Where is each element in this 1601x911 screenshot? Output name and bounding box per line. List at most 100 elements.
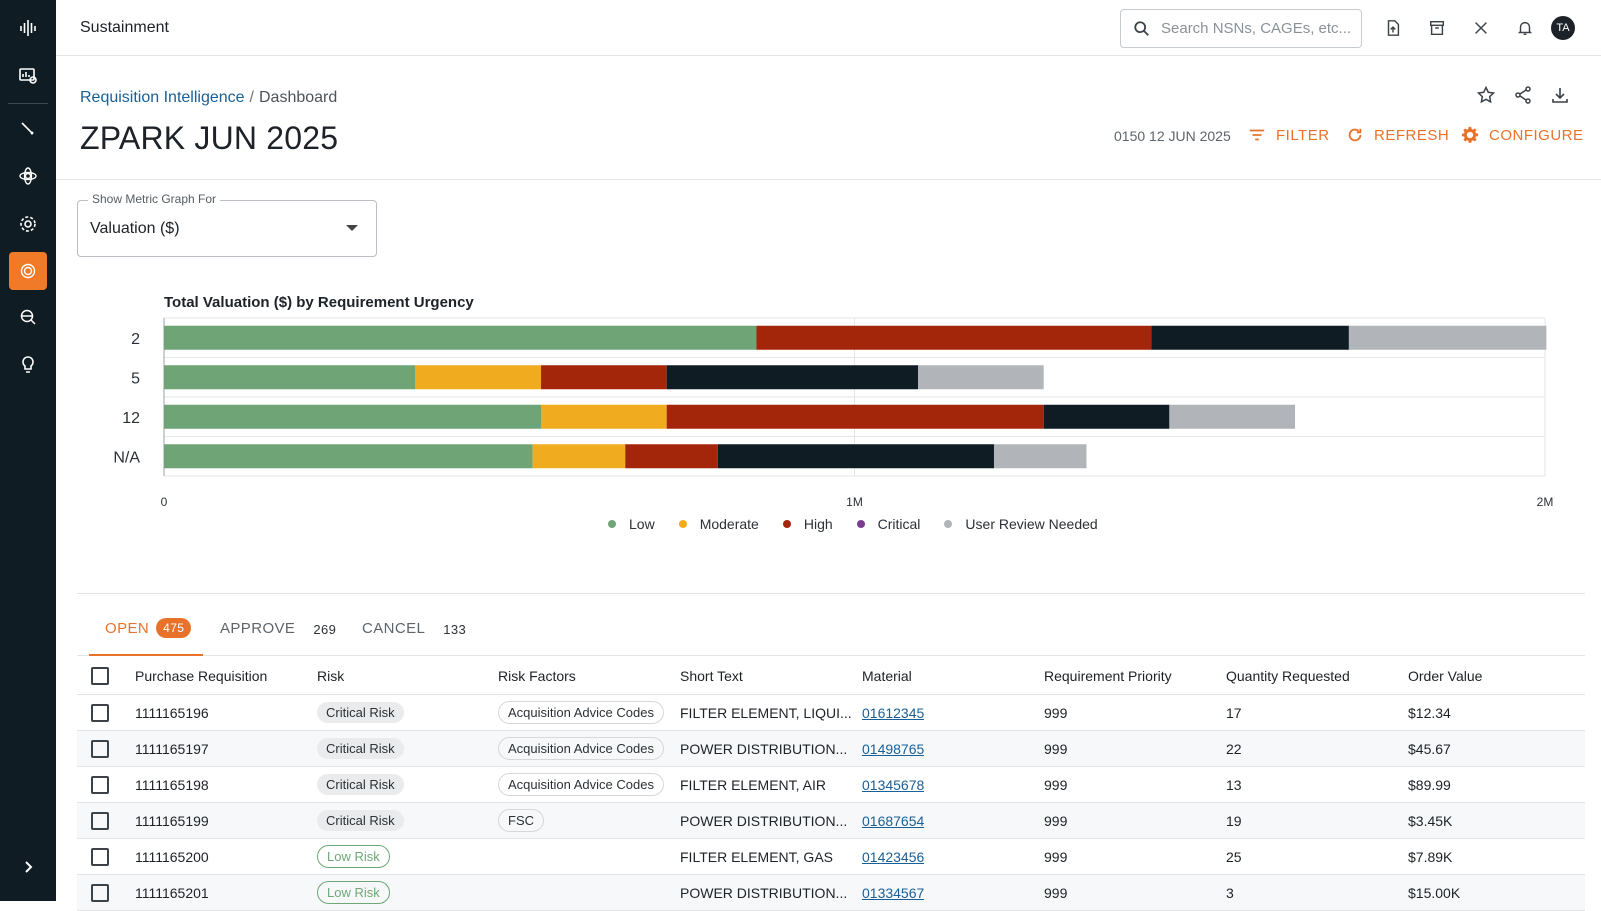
search-icon <box>1134 20 1149 36</box>
legend-item[interactable]: Low <box>608 516 655 532</box>
filter-button[interactable]: FILTER <box>1248 126 1330 144</box>
bar-segment[interactable] <box>164 365 416 390</box>
material-link[interactable]: 01334567 <box>862 884 925 901</box>
bar-segment[interactable] <box>756 325 1152 350</box>
legend-label: Critical <box>877 516 921 532</box>
bar-segment[interactable] <box>1169 404 1296 429</box>
metric-graph-select[interactable]: Show Metric Graph For Valuation ($) <box>77 192 377 257</box>
table-row[interactable]: 1111165199 Critical Risk FSC POWER DISTRIBU… <box>77 803 1585 839</box>
column-header-short-text[interactable]: Short Text <box>680 667 743 684</box>
table-row[interactable]: 1111165197 Critical Risk Acquisition Advic… <box>77 731 1585 767</box>
select-all-checkbox[interactable] <box>91 666 109 685</box>
chevron-right-icon[interactable] <box>9 848 47 886</box>
bar-segment[interactable] <box>541 404 667 429</box>
bar-segment[interactable] <box>541 365 667 390</box>
legend-item[interactable]: Critical <box>856 516 921 532</box>
material-link[interactable]: 01345678 <box>862 776 925 793</box>
tools-icon[interactable] <box>1470 17 1492 39</box>
bar-segment[interactable] <box>666 365 919 390</box>
bar-segment[interactable] <box>625 444 718 469</box>
refresh-button[interactable]: REFRESH <box>1346 126 1449 144</box>
bar-segment[interactable] <box>164 444 533 469</box>
bar-segment[interactable] <box>532 444 626 469</box>
bar-segment[interactable] <box>1151 325 1349 350</box>
table-row[interactable]: 1111165198 Critical Risk Acquisition Advic… <box>77 767 1585 803</box>
short-text-cell: POWER DISTRIBUTION... <box>680 812 848 829</box>
risk-badge: Critical Risk <box>317 774 404 795</box>
bar-segment[interactable] <box>717 444 994 469</box>
bar-segment[interactable] <box>415 365 542 390</box>
user-avatar[interactable]: TA <box>1551 16 1575 40</box>
table-row[interactable]: 1111165201 Low Risk POWER DISTRIBUTION... 0… <box>77 875 1585 911</box>
lightbulb-icon[interactable] <box>9 346 47 384</box>
material-link[interactable]: 01687654 <box>862 812 925 829</box>
short-text-cell: FILTER ELEMENT, GAS <box>680 848 833 865</box>
order-value-cell: $45.67 <box>1408 740 1451 757</box>
column-header-risk-factors[interactable]: Risk Factors <box>498 667 576 684</box>
breadcrumb-link-requisition-intelligence[interactable]: Requisition Intelligence <box>80 89 245 106</box>
row-checkbox[interactable] <box>91 739 109 758</box>
column-header-requirement-priority[interactable]: Requirement Priority <box>1044 667 1172 684</box>
legend-item[interactable]: User Review Needed <box>944 516 1098 532</box>
column-header-risk[interactable]: Risk <box>317 667 345 684</box>
gear-icon[interactable] <box>9 205 47 243</box>
material-link[interactable]: 01612345 <box>862 704 925 721</box>
share-icon[interactable] <box>1513 85 1533 105</box>
row-select-cell <box>91 875 109 910</box>
download-icon[interactable] <box>1550 85 1570 105</box>
bar-segment[interactable] <box>164 325 757 350</box>
archive-icon[interactable] <box>1426 17 1448 39</box>
column-header-purchase-requisition[interactable]: Purchase Requisition <box>135 667 268 684</box>
legend-item[interactable]: Moderate <box>678 516 759 532</box>
globe-search-icon[interactable] <box>9 299 47 337</box>
risk-factors-cell: Acquisition Advice Codes <box>498 767 664 802</box>
bar-segment[interactable] <box>1348 325 1547 350</box>
material-link[interactable]: 01498765 <box>862 740 925 757</box>
upload-file-icon[interactable] <box>1382 17 1404 39</box>
bar-segment[interactable] <box>993 444 1087 469</box>
sidebar-divider <box>8 103 48 104</box>
risk-cell: Low Risk <box>317 875 390 910</box>
table-row[interactable]: 1111165200 Low Risk FILTER ELEMENT, GAS 014… <box>77 839 1585 875</box>
row-checkbox[interactable] <box>91 703 109 722</box>
tab-approve[interactable]: APPROVE 269 <box>220 620 336 656</box>
network-icon[interactable] <box>9 157 47 195</box>
tab-open[interactable]: OPEN 475 <box>105 618 192 656</box>
row-select-cell <box>91 803 109 838</box>
row-checkbox[interactable] <box>91 811 109 830</box>
analytics-icon[interactable] <box>9 57 47 95</box>
row-checkbox[interactable] <box>91 775 109 794</box>
column-header-quantity-requested[interactable]: Quantity Requested <box>1226 667 1350 684</box>
requisition-icon[interactable] <box>9 252 47 290</box>
search-box[interactable] <box>1120 9 1362 48</box>
purchase-requisition-cell: 1111165200 <box>135 848 209 865</box>
row-checkbox[interactable] <box>91 847 109 866</box>
wrench-icon[interactable] <box>9 110 47 148</box>
risk-badge: Low Risk <box>317 845 390 868</box>
bell-icon[interactable] <box>1514 17 1536 39</box>
configure-label: CONFIGURE <box>1489 126 1584 144</box>
order-value-cell: $7.89K <box>1408 848 1453 865</box>
x-tick-label: 2M <box>1537 495 1554 509</box>
legend-item[interactable]: High <box>782 516 833 532</box>
column-header-order-value[interactable]: Order Value <box>1408 667 1483 684</box>
search-input[interactable] <box>1161 20 1356 37</box>
order-value-cell: $12.34 <box>1408 704 1451 721</box>
tab-cancel[interactable]: CANCEL 133 <box>362 620 466 656</box>
row-checkbox[interactable] <box>91 883 109 902</box>
table-row[interactable]: 1111165196 Critical Risk Acquisition Advic… <box>77 695 1585 731</box>
star-icon[interactable] <box>1476 85 1496 105</box>
bar-segment[interactable] <box>918 365 1044 390</box>
column-header-material[interactable]: Material <box>862 667 912 684</box>
material-link[interactable]: 01423456 <box>862 848 925 865</box>
bar-segment[interactable] <box>164 404 542 429</box>
bar-segment[interactable] <box>1043 404 1170 429</box>
short-text-cell: FILTER ELEMENT, AIR <box>680 776 826 793</box>
configure-button[interactable]: CONFIGURE <box>1461 126 1584 144</box>
bar-segment[interactable] <box>666 404 1044 429</box>
short-text-cell: POWER DISTRIBUTION... <box>680 884 848 901</box>
logo-icon[interactable] <box>9 9 47 47</box>
legend-label: Low <box>629 516 655 532</box>
row-select-cell <box>91 695 109 730</box>
